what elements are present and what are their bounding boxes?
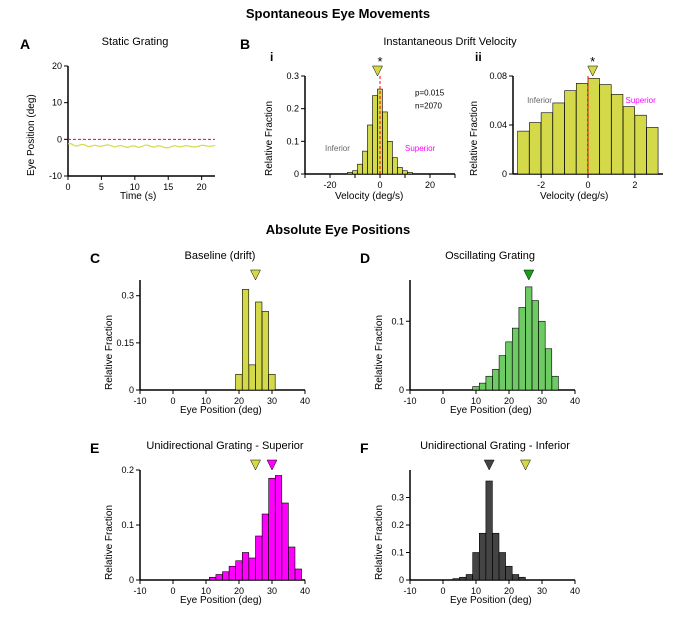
svg-text:0.1: 0.1: [286, 136, 299, 146]
svg-text:40: 40: [570, 586, 580, 596]
svg-text:0.04: 0.04: [489, 120, 507, 130]
svg-text:0.3: 0.3: [121, 291, 134, 301]
svg-text:-10: -10: [49, 171, 62, 181]
panel-a: A Static Grating 05101520-1001020 Eye Po…: [20, 36, 220, 206]
svg-text:0.2: 0.2: [121, 465, 134, 475]
svg-text:15: 15: [163, 182, 173, 192]
panel-f: F Unidirectional Grating - Inferior -100…: [360, 440, 590, 610]
svg-text:20: 20: [52, 61, 62, 71]
svg-text:Inferior: Inferior: [527, 96, 552, 105]
svg-text:-10: -10: [133, 586, 146, 596]
svg-text:0: 0: [129, 575, 134, 585]
panel-c-xlabel: Eye Position (deg): [180, 405, 262, 416]
panel-a-ylabel: Eye Position (deg): [26, 94, 37, 176]
panel-e-chart: -1001020304000.10.2: [90, 450, 320, 610]
section-title-spontaneous: Spontaneous Eye Movements: [0, 6, 676, 21]
svg-text:0.2: 0.2: [286, 104, 299, 114]
panel-d: D Oscillating Grating -1001020304000.1 R…: [360, 250, 590, 420]
svg-text:*: *: [590, 54, 595, 69]
panel-bi-xlabel: Velocity (deg/s): [335, 191, 403, 202]
panel-bii-xlabel: Velocity (deg/s): [540, 191, 608, 202]
svg-text:0: 0: [129, 385, 134, 395]
panel-e: E Unidirectional Grating - Superior -100…: [90, 440, 320, 610]
panel-f-xlabel: Eye Position (deg): [450, 595, 532, 606]
svg-text:40: 40: [570, 396, 580, 406]
svg-text:0.2: 0.2: [391, 520, 404, 530]
svg-text:0.1: 0.1: [391, 548, 404, 558]
svg-text:5: 5: [99, 182, 104, 192]
panel-bi-ylabel: Relative Fraction: [264, 101, 275, 176]
panel-b-label: B: [240, 36, 250, 52]
svg-text:*: *: [377, 54, 382, 69]
panel-c-ylabel: Relative Fraction: [104, 315, 115, 390]
panel-c-chart: -1001020304000.150.3: [90, 260, 320, 420]
panel-f-ylabel: Relative Fraction: [374, 505, 385, 580]
svg-text:0.3: 0.3: [391, 493, 404, 503]
svg-text:30: 30: [267, 586, 277, 596]
svg-text:30: 30: [267, 396, 277, 406]
svg-text:0: 0: [440, 586, 445, 596]
svg-text:0: 0: [377, 180, 382, 190]
svg-text:p=0.015: p=0.015: [415, 89, 445, 98]
panel-f-chart: -1001020304000.10.20.3: [360, 450, 590, 610]
svg-text:-20: -20: [323, 180, 336, 190]
svg-text:-2: -2: [537, 180, 545, 190]
svg-text:Inferior: Inferior: [325, 144, 350, 153]
panel-b-title: Instantaneous Drift Velocity: [320, 36, 580, 48]
panel-bii-chart: -2 0 2 0 0.04 0.08 * Inferior Superior: [465, 54, 665, 209]
svg-text:0.08: 0.08: [489, 71, 507, 81]
panel-bi-chart: -20 0 20 0 0.1 0.2 0.3 * p=0.015 n=2070 Inferior Su…: [260, 54, 460, 209]
svg-text:0.15: 0.15: [116, 338, 134, 348]
panel-b: B Instantaneous Drift Velocity i -200200…: [240, 36, 660, 206]
svg-text:30: 30: [537, 396, 547, 406]
svg-text:0: 0: [585, 180, 590, 190]
svg-text:-10: -10: [403, 396, 416, 406]
svg-text:0: 0: [440, 396, 445, 406]
svg-text:10: 10: [52, 98, 62, 108]
section-title-absolute: Absolute Eye Positions: [0, 222, 676, 237]
panel-d-chart: -1001020304000.1: [360, 260, 590, 420]
panel-e-ylabel: Relative Fraction: [104, 505, 115, 580]
svg-text:0: 0: [57, 134, 62, 144]
svg-text:40: 40: [300, 586, 310, 596]
svg-text:-10: -10: [133, 396, 146, 406]
svg-text:30: 30: [537, 586, 547, 596]
svg-text:0: 0: [399, 385, 404, 395]
svg-text:Superior: Superior: [405, 144, 436, 153]
panel-d-ylabel: Relative Fraction: [374, 315, 385, 390]
svg-text:0: 0: [502, 169, 507, 179]
svg-text:0.3: 0.3: [286, 71, 299, 81]
svg-text:20: 20: [425, 180, 435, 190]
panel-e-xlabel: Eye Position (deg): [180, 595, 262, 606]
svg-text:0: 0: [170, 586, 175, 596]
svg-text:0: 0: [294, 169, 299, 179]
svg-text:0.1: 0.1: [121, 520, 134, 530]
svg-text:20: 20: [197, 182, 207, 192]
panel-bii-ylabel: Relative Fraction: [469, 101, 480, 176]
svg-text:0: 0: [399, 575, 404, 585]
svg-text:-10: -10: [403, 586, 416, 596]
svg-text:n=2070: n=2070: [415, 102, 442, 111]
panel-d-xlabel: Eye Position (deg): [450, 405, 532, 416]
panel-c: C Baseline (drift) -1001020304000.150.3 …: [90, 250, 320, 420]
panel-a-chart: 05101520-1001020: [20, 46, 220, 211]
panel-a-xlabel: Time (s): [120, 191, 156, 202]
svg-text:0.1: 0.1: [391, 316, 404, 326]
svg-text:0: 0: [170, 396, 175, 406]
svg-text:2: 2: [632, 180, 637, 190]
svg-text:40: 40: [300, 396, 310, 406]
svg-text:0: 0: [65, 182, 70, 192]
svg-text:Superior: Superior: [626, 96, 657, 105]
